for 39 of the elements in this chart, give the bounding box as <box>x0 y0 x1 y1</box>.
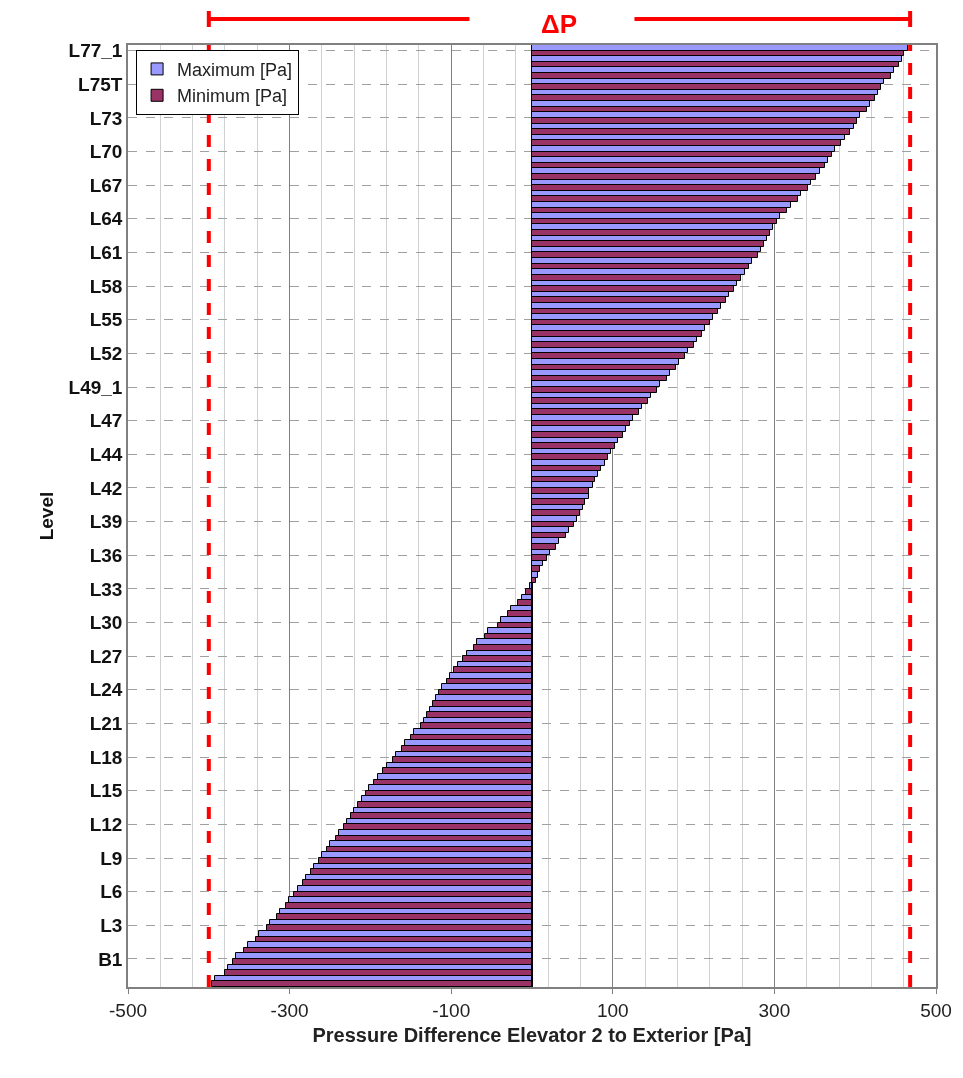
y-tick-label: L52 <box>89 343 123 365</box>
y-tick-label: L3 <box>100 914 123 936</box>
y-tick-label: L61 <box>89 242 123 264</box>
y-tick-label: L33 <box>89 578 123 600</box>
x-tick-label: -100 <box>432 999 471 1021</box>
x-tick-label: 300 <box>758 999 791 1021</box>
y-tick-label: B1 <box>98 948 123 970</box>
y-tick-label: L24 <box>89 679 123 701</box>
y-tick-label: L42 <box>89 477 123 499</box>
y-tick-label: L64 <box>89 208 123 230</box>
y-tick-label: L67 <box>89 174 123 196</box>
y-tick-label: L36 <box>89 544 123 566</box>
y-tick-label: L21 <box>89 713 123 735</box>
y-axis-title: Level <box>35 491 57 541</box>
x-tick-label: -500 <box>108 999 148 1021</box>
y-tick-label: L18 <box>89 746 123 768</box>
x-tick-label: -300 <box>270 999 309 1021</box>
x-tick-label: 100 <box>596 999 629 1021</box>
y-tick-label: L77_1 <box>68 40 123 62</box>
y-tick-label: L70 <box>89 141 123 163</box>
y-tick-label: L9 <box>100 847 123 869</box>
y-tick-label: L27 <box>89 645 123 667</box>
x-axis-title: Pressure Difference Elevator 2 to Exterior [Pa] <box>312 1023 752 1046</box>
y-tick-label: L49_1 <box>68 376 123 398</box>
legend-label: Maximum [Pa] <box>177 59 293 80</box>
y-tick-label: L75T <box>78 73 123 95</box>
y-tick-label: L6 <box>100 881 123 903</box>
x-tick-label: 500 <box>920 999 952 1021</box>
y-tick-label: L58 <box>89 275 123 297</box>
y-tick-label: L12 <box>89 814 123 836</box>
y-tick-label: L55 <box>89 309 123 331</box>
legend-label: Minimum [Pa] <box>177 86 288 107</box>
y-tick-label: L15 <box>89 780 123 802</box>
y-tick-label: L39 <box>89 511 123 533</box>
y-tick-label: L30 <box>89 612 123 634</box>
y-tick-label: L47 <box>89 410 123 432</box>
y-tick-label: L73 <box>89 107 123 129</box>
y-tick-label: L44 <box>89 443 123 465</box>
text: ΔP <box>541 9 578 39</box>
